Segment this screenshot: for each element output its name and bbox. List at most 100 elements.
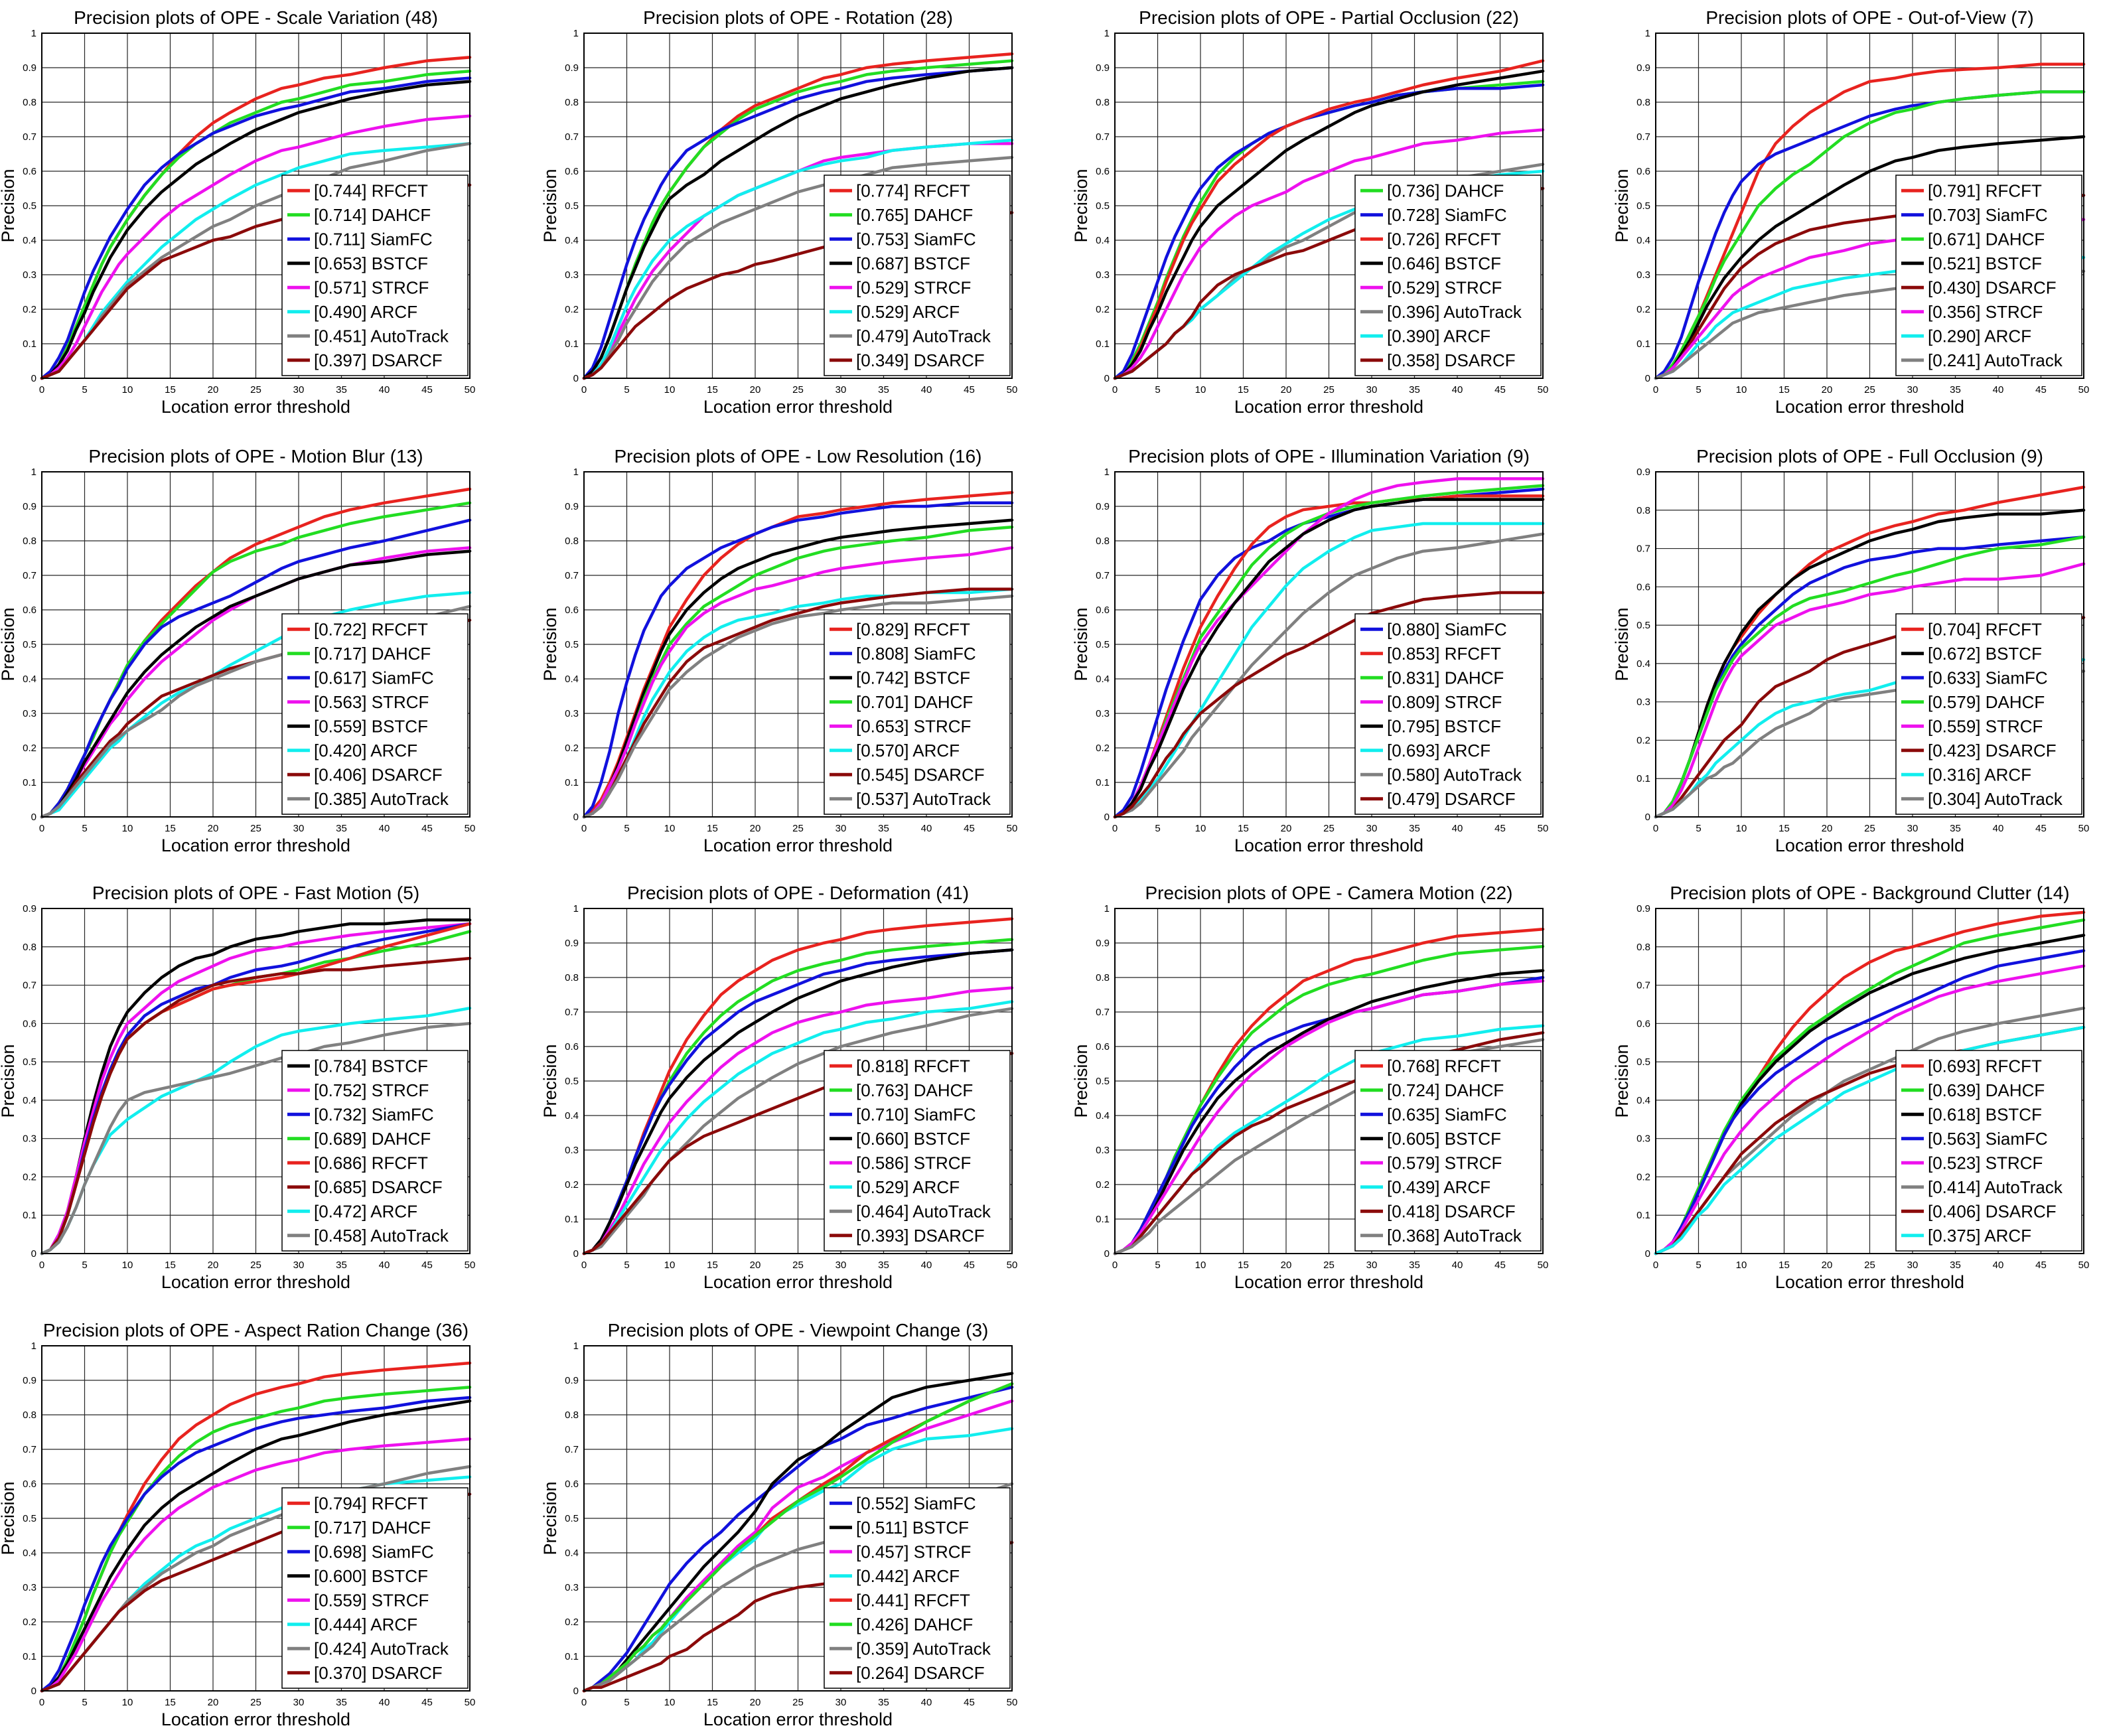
- series-line-arcf: [1113, 522, 1545, 819]
- legend-entry: [0.686] RFCFT: [314, 1153, 428, 1173]
- legend-box: [824, 1050, 1011, 1252]
- legend: [0.744] RFCFT [0.714] DAHCF [0.711] SiamFC…: [281, 175, 469, 376]
- y-tick-label: 0.5: [565, 200, 579, 212]
- x-tick-label: 10: [1195, 384, 1206, 396]
- legend-entry: [0.424] AutoTrack: [314, 1638, 449, 1658]
- x-tick-label: 5: [82, 384, 87, 396]
- y-tick-label: 0.5: [23, 1056, 36, 1068]
- y-tick-label: 0: [1104, 1248, 1110, 1260]
- x-tick-label: 50: [465, 384, 476, 396]
- legend: [0.774] RFCFT [0.765] DAHCF [0.753] SiamFC…: [824, 175, 1011, 376]
- legend-entry: [0.763] DAHCF: [856, 1080, 973, 1100]
- legend-entry: [0.765] DAHCF: [856, 205, 973, 225]
- legend-entry: [0.397] DSARCF: [314, 350, 443, 370]
- x-tick-label: 45: [421, 1697, 433, 1708]
- y-tick-label: 0: [1645, 812, 1650, 823]
- axes-frame: [583, 471, 1013, 818]
- legend-entry: [0.736] DAHCF: [1387, 181, 1504, 200]
- series-line-dahcf: [40, 1386, 472, 1693]
- legend-entry: [0.685] DSARCF: [314, 1177, 443, 1197]
- x-axis-label: Location error threshold: [161, 1272, 350, 1292]
- x-tick-label: 20: [1281, 823, 1292, 834]
- chart-panel: Precision plots of OPE - Motion Blur (13…: [0, 446, 475, 855]
- axes-frame: [1655, 908, 2084, 1254]
- series-line-dahcf: [1654, 90, 2086, 380]
- x-tick-label: 30: [1907, 823, 1919, 834]
- x-axis-label: Location error threshold: [1775, 397, 1964, 417]
- x-tick-label: 35: [336, 823, 347, 834]
- y-tick-label: 0: [573, 1248, 579, 1260]
- legend-entry: [0.791] RFCFT: [1928, 181, 2042, 200]
- x-tick-label: 30: [835, 1697, 847, 1708]
- x-tick-label: 40: [1452, 1260, 1463, 1271]
- chart-title: Precision plots of OPE - Aspect Ration C…: [43, 1320, 469, 1340]
- y-tick-label: 0: [31, 812, 36, 823]
- legend-entry: [0.635] SiamFC: [1387, 1104, 1507, 1124]
- axes-frame: [1655, 33, 2084, 379]
- x-tick-label: 40: [1993, 823, 2004, 834]
- x-tick-label: 50: [1007, 1260, 1018, 1271]
- x-tick-label: 35: [1409, 1260, 1420, 1271]
- x-tick-label: 50: [1538, 384, 1549, 396]
- chart-panel: Precision plots of OPE - Rotation (28) 0 5…: [540, 7, 1017, 417]
- x-tick-label: 35: [336, 1260, 347, 1271]
- legend-entry: [0.808] SiamFC: [856, 644, 976, 664]
- legend-entry: [0.724] DAHCF: [1387, 1080, 1504, 1100]
- legend-entry: [0.710] SiamFC: [856, 1104, 976, 1124]
- chart-panel: Precision plots of OPE - Scale Variation…: [0, 7, 475, 417]
- x-tick-label: 35: [1409, 384, 1420, 396]
- x-tick-label: 40: [379, 1260, 390, 1271]
- legend-box: [281, 613, 469, 815]
- x-axis-label: Location error threshold: [1234, 397, 1423, 417]
- y-axis-label: Precision: [1612, 169, 1632, 242]
- y-axis-label: Precision: [540, 1481, 560, 1555]
- chart-panel: Precision plots of OPE - Background Clut…: [1612, 883, 2089, 1292]
- y-tick-label: 0.8: [23, 536, 36, 547]
- y-tick-label: 0.5: [1096, 200, 1110, 212]
- x-tick-label: 45: [421, 384, 433, 396]
- y-tick-label: 0: [573, 812, 579, 823]
- y-tick-label: 0.8: [23, 1410, 36, 1421]
- chart-panel: Precision plots of OPE - Deformation (41…: [540, 883, 1017, 1292]
- legend-entry: [0.393] DSARCF: [856, 1226, 985, 1246]
- x-tick-label: 40: [921, 384, 932, 396]
- y-tick-label: 0.4: [23, 1095, 36, 1106]
- y-tick-label: 0: [31, 1686, 36, 1697]
- y-tick-label: 0: [1104, 812, 1110, 823]
- legend-entry: [0.529] ARCF: [856, 302, 960, 322]
- series-line-dahcf: [1654, 918, 2086, 1256]
- y-tick-label: 0.6: [23, 1018, 36, 1029]
- legend-entry: [0.426] DAHCF: [856, 1615, 973, 1634]
- legend-entry: [0.316] ARCF: [1928, 764, 2031, 784]
- y-tick-label: 0.5: [1636, 1056, 1650, 1068]
- y-tick-label: 0.2: [23, 1171, 36, 1183]
- x-tick-label: 0: [581, 823, 587, 834]
- y-tick-label: 0.9: [23, 501, 36, 512]
- x-tick-label: 25: [250, 384, 261, 396]
- x-tick-label: 10: [1736, 1260, 1747, 1271]
- series-line-bstcf: [1113, 69, 1545, 380]
- x-tick-label: 5: [1155, 823, 1160, 834]
- x-tick-label: 15: [1238, 823, 1249, 834]
- x-tick-label: 50: [2078, 823, 2090, 834]
- y-tick-label: 0.7: [1096, 570, 1110, 581]
- x-tick-label: 15: [707, 1260, 718, 1271]
- y-tick-label: 1: [31, 467, 36, 478]
- x-axis-label: Location error threshold: [1234, 835, 1423, 855]
- legend-entry: [0.458] AutoTrack: [314, 1226, 449, 1246]
- series-line-dahcf: [582, 1382, 1014, 1693]
- series-line-dahcf: [1654, 535, 2086, 819]
- y-tick-label: 0.1: [565, 777, 579, 788]
- x-tick-label: 15: [707, 823, 718, 834]
- y-tick-label: 0.6: [23, 166, 36, 177]
- x-tick-label: 45: [421, 823, 433, 834]
- series-line-bstcf: [582, 66, 1014, 380]
- legend-entry: [0.617] SiamFC: [314, 668, 434, 687]
- chart-panel: Precision plots of OPE - Full Occlusion …: [1612, 446, 2089, 855]
- x-tick-label: 15: [707, 1697, 718, 1708]
- y-tick-label: 0.2: [1096, 304, 1110, 315]
- legend-entry: [0.441] RFCFT: [856, 1590, 970, 1610]
- x-tick-label: 0: [1653, 1260, 1658, 1271]
- axes-frame: [583, 33, 1013, 379]
